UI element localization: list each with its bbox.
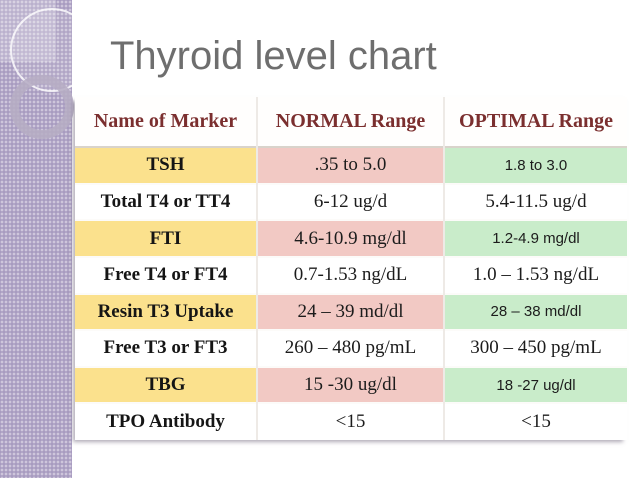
optimal-range-cell: 18 -27 ug/dl — [443, 366, 627, 404]
ring-decoration — [10, 75, 74, 139]
column-header-normal: NORMAL Range — [256, 97, 444, 147]
optimal-range-cell: 28 – 38 md/dl — [443, 293, 627, 331]
normal-range-cell: 6-12 ug/d — [256, 183, 444, 221]
thyroid-table: Name of Marker NORMAL Range OPTIMAL Rang… — [75, 97, 627, 440]
marker-cell: TSH — [75, 147, 257, 184]
page-title: Thyroid level chart — [110, 34, 437, 78]
table-row: Free T4 or FT4 0.7-1.53 ng/dL 1.0 – 1.53… — [75, 256, 627, 294]
table-row: TPO Antibody <15 <15 — [75, 403, 627, 440]
marker-cell: TBG — [75, 366, 257, 404]
column-header-marker: Name of Marker — [75, 97, 257, 147]
table-row: Free T3 or FT3 260 – 480 pg/mL 300 – 450… — [75, 330, 627, 367]
optimal-range-cell: 1.0 – 1.53 ng/dL — [443, 256, 627, 294]
thyroid-table-container: Name of Marker NORMAL Range OPTIMAL Rang… — [75, 97, 627, 440]
normal-range-cell: .35 to 5.0 — [256, 147, 444, 184]
optimal-range-cell: 5.4-11.5 ug/d — [443, 183, 627, 221]
marker-cell: Free T3 or FT3 — [103, 337, 228, 359]
marker-cell: Free T4 or FT4 — [103, 264, 228, 286]
marker-cell: Resin T3 Uptake — [75, 293, 257, 331]
optimal-range-cell: 1.8 to 3.0 — [443, 147, 627, 184]
column-header-optimal: OPTIMAL Range — [443, 97, 627, 147]
table-header-row: Name of Marker NORMAL Range OPTIMAL Rang… — [75, 97, 627, 147]
normal-range-cell: 15 -30 ug/dl — [256, 366, 444, 404]
normal-range-cell: 24 – 39 md/dl — [256, 293, 444, 331]
table-row: Total T4 or TT4 6-12 ug/d 5.4-11.5 ug/d — [75, 183, 627, 221]
table-row: TBG 15 -30 ug/dl 18 -27 ug/dl — [75, 366, 627, 404]
marker-cell: Total T4 or TT4 — [100, 190, 231, 212]
optimal-range-cell: <15 — [443, 403, 627, 440]
optimal-range-cell: 300 – 450 pg/mL — [443, 330, 627, 367]
table-row: FTI 4.6-10.9 mg/dl 1.2-4.9 mg/dl — [75, 220, 627, 257]
table-row: Resin T3 Uptake 24 – 39 md/dl 28 – 38 md… — [75, 293, 627, 331]
normal-range-cell: 260 – 480 pg/mL — [256, 330, 444, 367]
marker-cell: FTI — [75, 220, 257, 257]
marker-cell: TPO Antibody — [106, 411, 225, 433]
table-row: TSH .35 to 5.0 1.8 to 3.0 — [75, 147, 627, 184]
normal-range-cell: 0.7-1.53 ng/dL — [256, 256, 444, 294]
optimal-range-cell: 1.2-4.9 mg/dl — [443, 220, 627, 257]
normal-range-cell: 4.6-10.9 mg/dl — [256, 220, 444, 257]
normal-range-cell: <15 — [256, 403, 444, 440]
